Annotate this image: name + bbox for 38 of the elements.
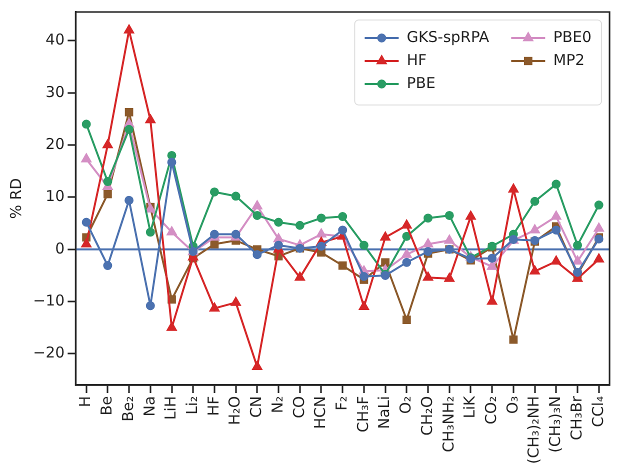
x-tick-label: O₂ bbox=[396, 396, 415, 414]
x-tick-label: (CH₃)₂NH bbox=[524, 396, 543, 464]
x-tick-label: CN bbox=[247, 396, 266, 418]
legend-label: HF bbox=[406, 50, 427, 69]
y-tick-label: −10 bbox=[33, 291, 65, 310]
legend-label: PBE0 bbox=[553, 28, 592, 46]
legend-label: MP2 bbox=[553, 50, 585, 69]
x-tick-label: LiK bbox=[460, 394, 479, 418]
x-tick-label: Be bbox=[98, 396, 116, 416]
y-tick-label: 10 bbox=[46, 187, 65, 206]
x-tick-label: O₃ bbox=[503, 396, 522, 414]
x-tick-label: (CH₃)₃N bbox=[546, 396, 564, 453]
y-axis-title: % RD bbox=[6, 178, 25, 220]
y-tick-label: 20 bbox=[46, 134, 65, 153]
x-tick-label: CH₃Br bbox=[567, 395, 586, 440]
x-tick-label: NaLi bbox=[375, 396, 394, 429]
y-tick-label: 30 bbox=[46, 82, 65, 101]
x-tick-label: CH₂O bbox=[418, 396, 436, 436]
x-tick-label: HF bbox=[204, 396, 222, 416]
x-tick-label: Li₂ bbox=[183, 396, 201, 415]
x-tick-label: CH₃F bbox=[354, 396, 372, 432]
x-tick-label: F₂ bbox=[332, 396, 350, 411]
y-tick-label: 0 bbox=[55, 239, 65, 258]
x-tick-label: CO₂ bbox=[482, 396, 500, 424]
x-tick-label: LiH bbox=[162, 396, 180, 420]
x-tick-label: N₂ bbox=[268, 396, 286, 414]
legend-label: PBE bbox=[406, 74, 436, 92]
legend-label: GKS-spRPA bbox=[406, 28, 490, 46]
x-tick-label: CH₃NH₂ bbox=[439, 396, 458, 452]
y-tick-label: −20 bbox=[33, 344, 65, 362]
x-tick-label: CO bbox=[290, 396, 308, 418]
x-tick-label: Be₂ bbox=[118, 396, 137, 422]
y-tick-label: 40 bbox=[46, 30, 65, 49]
x-tick-label: H₂O bbox=[226, 396, 244, 426]
x-tick-label: Na bbox=[140, 396, 158, 416]
x-tick-label: H bbox=[76, 396, 94, 408]
x-tick-label: CCl₄ bbox=[588, 396, 607, 428]
x-tick-label: HCN bbox=[311, 396, 330, 429]
